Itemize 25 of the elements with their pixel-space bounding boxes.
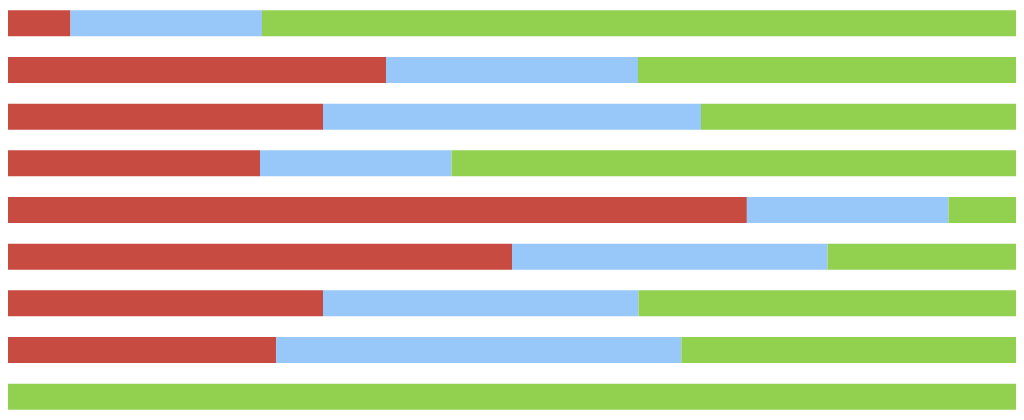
bar <box>276 337 682 363</box>
bar <box>262 10 1016 37</box>
bar <box>8 197 747 223</box>
bar <box>681 337 1016 363</box>
bar <box>8 57 386 83</box>
bar <box>8 337 277 363</box>
bar <box>8 10 71 37</box>
bar <box>512 243 828 270</box>
bar <box>70 10 263 37</box>
bar <box>638 57 1016 83</box>
bar <box>638 290 1016 317</box>
bar <box>8 243 512 270</box>
bar <box>8 103 323 130</box>
bar <box>948 197 1016 223</box>
bar <box>827 243 1016 270</box>
bar <box>701 103 1016 130</box>
bar <box>8 383 1016 410</box>
bar <box>386 57 638 83</box>
bar <box>451 150 1016 177</box>
bar <box>323 103 701 130</box>
bar <box>8 290 323 317</box>
bar <box>323 290 639 317</box>
bar <box>746 197 949 223</box>
bar <box>260 150 452 177</box>
bar <box>8 150 260 177</box>
